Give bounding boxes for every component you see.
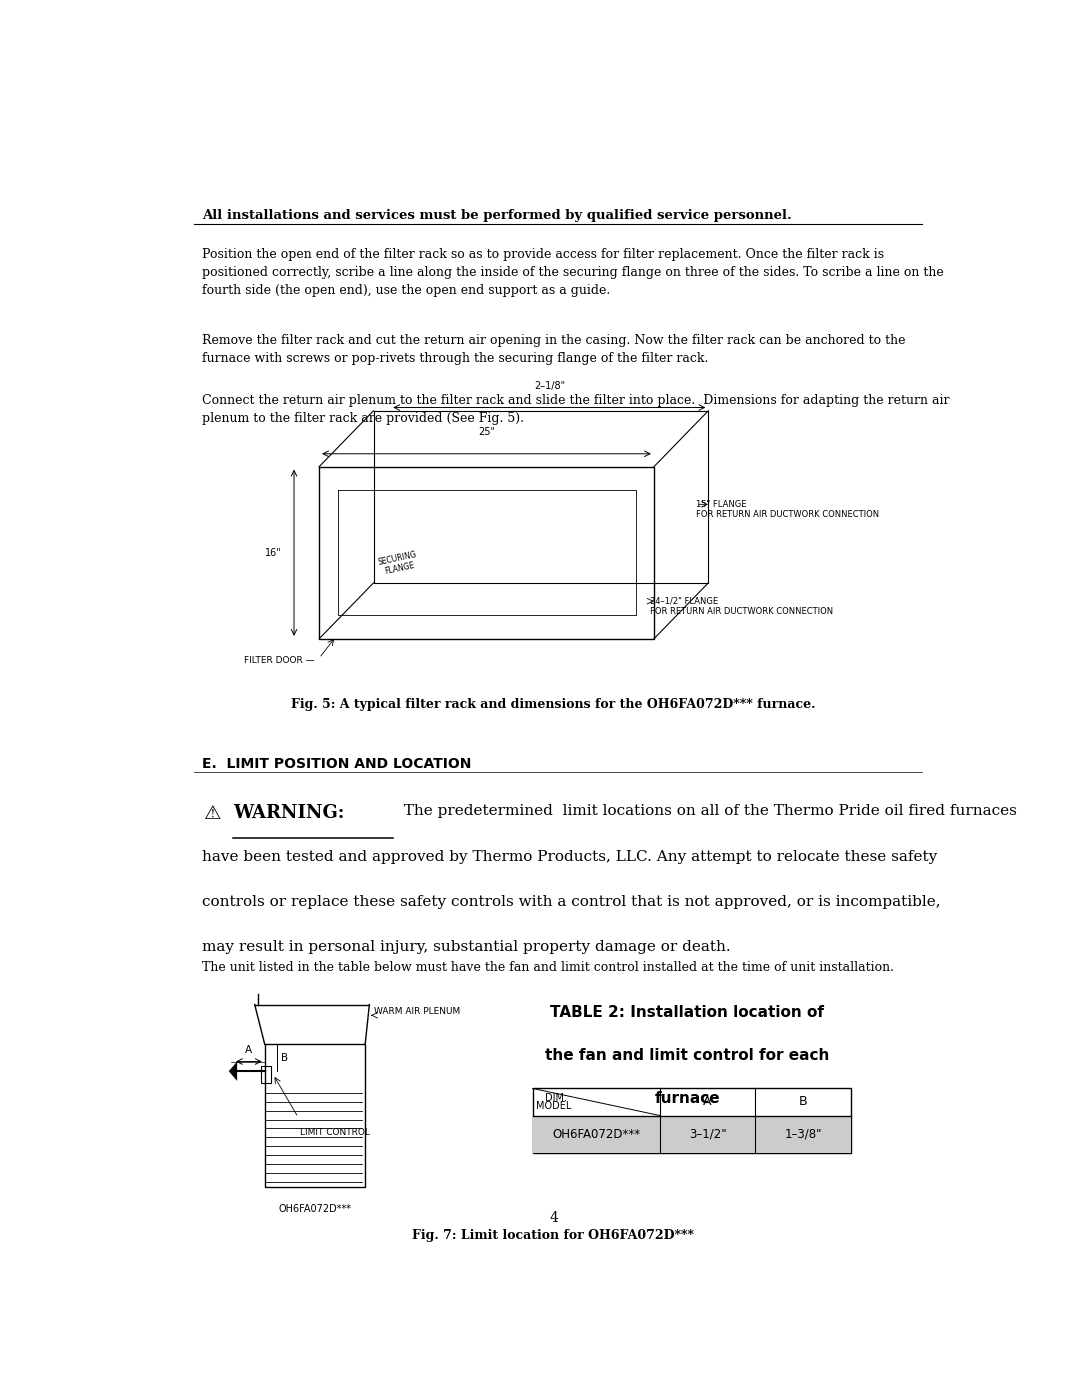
Text: 4: 4	[549, 1211, 558, 1225]
Text: Position the open end of the filter rack so as to provide access for filter repl: Position the open end of the filter rack…	[202, 249, 944, 298]
Text: WARNING:: WARNING:	[233, 805, 345, 823]
Text: B: B	[282, 1053, 288, 1063]
Text: OH6FA072D***: OH6FA072D***	[279, 1204, 351, 1214]
Text: 24–1/2" FLANGE
FOR RETURN AIR DUCTWORK CONNECTION: 24–1/2" FLANGE FOR RETURN AIR DUCTWORK C…	[650, 597, 833, 616]
Text: Fig. 5: A typical filter rack and dimensions for the OH6FA072D*** furnace.: Fig. 5: A typical filter rack and dimens…	[292, 698, 815, 711]
Text: Remove the filter rack and cut the return air opening in the casing. Now the fil: Remove the filter rack and cut the retur…	[202, 334, 905, 366]
Text: have been tested and approved by Thermo Products, LLC. Any attempt to relocate t: have been tested and approved by Thermo …	[202, 849, 937, 863]
Text: The predetermined  limit locations on all of the Thermo Pride oil fired furnaces: The predetermined limit locations on all…	[394, 805, 1017, 819]
Text: E.  LIMIT POSITION AND LOCATION: E. LIMIT POSITION AND LOCATION	[202, 757, 471, 771]
Text: All installations and services must be performed by qualified service personnel.: All installations and services must be p…	[202, 208, 792, 222]
Text: A: A	[245, 1045, 253, 1055]
Polygon shape	[532, 1116, 851, 1153]
Polygon shape	[229, 1062, 238, 1081]
Text: FILTER DOOR —: FILTER DOOR —	[244, 655, 314, 665]
Text: A: A	[703, 1095, 712, 1108]
Text: may result in personal injury, substantial property damage or death.: may result in personal injury, substanti…	[202, 940, 730, 954]
Text: 1–3/8": 1–3/8"	[784, 1127, 822, 1141]
Text: controls or replace these safety controls with a control that is not approved, o: controls or replace these safety control…	[202, 895, 941, 909]
Text: Connect the return air plenum to the filter rack and slide the filter into place: Connect the return air plenum to the fil…	[202, 394, 949, 425]
Text: 16": 16"	[265, 548, 282, 557]
Text: TABLE 2: Installation location of: TABLE 2: Installation location of	[551, 1004, 824, 1020]
Text: B: B	[798, 1095, 807, 1108]
Text: The unit listed in the table below must have the fan and limit control installed: The unit listed in the table below must …	[202, 961, 894, 975]
Text: the fan and limit control for each: the fan and limit control for each	[545, 1048, 829, 1063]
Text: LIMIT CONTROL: LIMIT CONTROL	[300, 1129, 369, 1137]
Text: furnace: furnace	[654, 1091, 720, 1105]
Text: 15" FLANGE
FOR RETURN AIR DUCTWORK CONNECTION: 15" FLANGE FOR RETURN AIR DUCTWORK CONNE…	[696, 500, 879, 520]
Text: Fig. 7: Limit location for OH6FA072D***: Fig. 7: Limit location for OH6FA072D***	[413, 1229, 694, 1242]
Text: ⚠: ⚠	[204, 805, 221, 823]
Text: SECURING
FLANGE: SECURING FLANGE	[377, 550, 420, 577]
Text: DIM.: DIM.	[545, 1092, 567, 1102]
Text: 2–1/8": 2–1/8"	[534, 381, 565, 391]
Text: WARM AIR PLENUM: WARM AIR PLENUM	[374, 1007, 460, 1016]
Text: 25": 25"	[478, 426, 495, 437]
Text: MODEL: MODEL	[536, 1101, 571, 1111]
Text: 3–1/2": 3–1/2"	[689, 1127, 727, 1141]
Text: OH6FA072D***: OH6FA072D***	[552, 1127, 640, 1141]
